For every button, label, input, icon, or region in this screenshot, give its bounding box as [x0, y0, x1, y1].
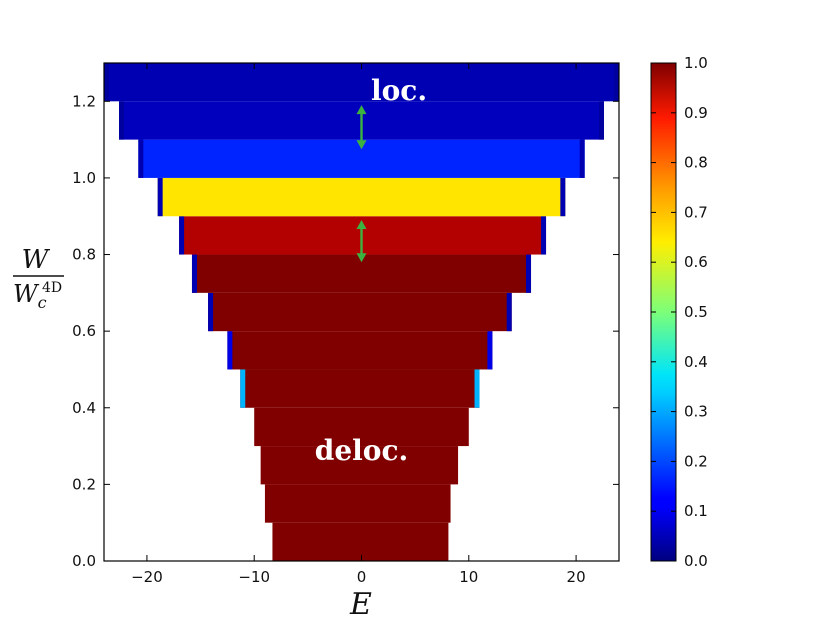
colorbar-tick-label: 0.6	[684, 253, 708, 271]
colorbar-tick-label: 0.1	[684, 502, 708, 520]
heatmap-band-edge-right-9	[560, 177, 566, 217]
x-tick-label: 10	[459, 568, 478, 586]
heatmap-band-edge-right-7	[526, 254, 532, 293]
text-annotations: loc. deloc.	[315, 74, 427, 467]
heatmap-band-4	[240, 369, 480, 408]
heatmap-band-edge-left-11	[119, 101, 125, 140]
arrow-head-up	[356, 220, 367, 230]
heatmap-band-edge-left-8	[179, 216, 185, 255]
y-tick-label: 0.2	[72, 475, 96, 493]
heatmap-band-edge-left-9	[157, 177, 163, 217]
colorbar-tick-label: 0.4	[684, 353, 708, 371]
y-label-denominator: Wc	[13, 280, 47, 312]
heatmap-band-edge-right-5	[487, 331, 493, 370]
heatmap-band-edge-right-12	[614, 63, 619, 102]
heatmap-band-edge-left-5	[227, 331, 233, 370]
y-axis: 0.0 0.2 0.4 0.6 0.8 1.0 1.2	[72, 92, 619, 570]
heatmap-band-edge-right-10	[579, 139, 585, 178]
heatmap-band-1	[264, 484, 451, 523]
heatmap-band-6	[208, 292, 512, 332]
annotation-label: deloc.	[315, 434, 409, 467]
heatmap-band-5	[227, 331, 493, 370]
heatmap-band-2	[260, 446, 459, 485]
annotation-label: loc.	[371, 74, 427, 107]
y-tick-label: 0.4	[72, 399, 96, 417]
y-tick-label: 0.6	[72, 322, 96, 340]
x-tick-label: −20	[131, 568, 163, 586]
heatmap-band-edge-right-6	[506, 292, 512, 332]
double-arrow	[356, 220, 367, 263]
y-tick-label: 1.0	[72, 169, 96, 187]
colorbar-tick-label: 1.0	[684, 54, 708, 72]
heatmap-band-edge-right-11	[598, 101, 604, 140]
colorbar-tick-label: 0.9	[684, 104, 708, 122]
y-axis-label: W Wc 4D	[13, 245, 64, 312]
y-tick-label: 1.2	[72, 92, 96, 110]
heatmap-band-edge-left-4	[240, 369, 246, 408]
x-tick-label: 0	[357, 568, 367, 586]
colorbar-ticks: 0.0 0.1 0.2 0.3 0.4 0.5 0.6 0.7 0.8 0.9 1.0	[651, 54, 708, 570]
colorbar-tick-label: 0.0	[684, 552, 708, 570]
x-tick-label: −10	[238, 568, 270, 586]
x-axis-label: E	[349, 587, 372, 622]
x-axis: −20 −10 0 10 20	[131, 63, 586, 586]
y-label-denominator-sub: c	[38, 293, 47, 312]
arrow-head-down	[356, 140, 367, 150]
colorbar-tick-label: 0.8	[684, 154, 708, 172]
colorbar-tick-label: 0.3	[684, 403, 708, 421]
heatmap-band-edge-left-12	[104, 63, 109, 102]
y-label-numerator: W	[22, 245, 51, 275]
heatmap-band-edge-left-10	[138, 139, 144, 178]
heatmap-band-12	[104, 63, 619, 102]
arrow-annotations	[356, 105, 367, 263]
heatmap-band-edge-left-7	[191, 254, 197, 293]
colorbar-tick-label: 0.2	[684, 452, 708, 470]
y-tick-label: 0.8	[72, 246, 96, 264]
y-label-denominator-base: W	[13, 280, 40, 308]
arrow-head-down	[356, 253, 367, 263]
heatmap-band-0	[272, 522, 449, 561]
y-label-denominator-sup: 4D	[42, 280, 62, 296]
heatmap-band-edge-left-6	[208, 292, 214, 332]
heatmap-band-edge-right-4	[474, 369, 480, 408]
colorbar-tick-label: 0.5	[684, 303, 708, 321]
colorbar-tick-label: 0.7	[684, 203, 708, 221]
heatmap-band-edge-right-8	[541, 216, 547, 255]
x-tick-label: 20	[567, 568, 586, 586]
heatmap-band-3	[254, 407, 469, 447]
double-arrow	[356, 105, 367, 150]
y-tick-label: 0.0	[72, 552, 96, 570]
arrow-head-up	[356, 105, 367, 115]
heatmap-band-9	[157, 177, 566, 217]
